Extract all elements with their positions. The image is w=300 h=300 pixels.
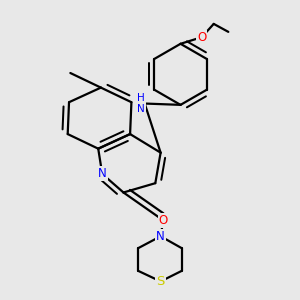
Text: N: N	[98, 167, 106, 180]
Text: N: N	[156, 230, 165, 243]
Text: H
N: H N	[137, 93, 145, 114]
Text: S: S	[156, 275, 165, 288]
Text: O: O	[159, 214, 168, 227]
Text: O: O	[197, 31, 206, 44]
